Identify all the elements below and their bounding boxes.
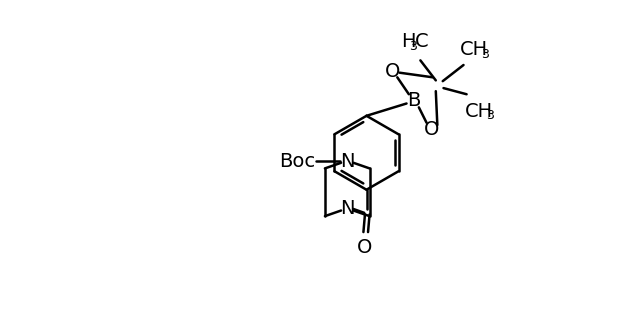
Text: CH: CH	[465, 102, 493, 121]
Text: 3: 3	[410, 40, 417, 53]
Text: 3: 3	[481, 48, 489, 61]
Text: 3: 3	[486, 109, 493, 122]
Text: C: C	[415, 32, 429, 51]
Text: O: O	[357, 238, 372, 257]
Text: B: B	[408, 91, 421, 110]
Text: N: N	[340, 199, 355, 218]
Text: CH: CH	[460, 40, 488, 59]
Text: O: O	[385, 61, 401, 81]
Text: Boc: Boc	[279, 152, 316, 171]
Text: N: N	[340, 152, 355, 171]
Text: O: O	[424, 120, 439, 139]
Text: H: H	[401, 32, 415, 51]
